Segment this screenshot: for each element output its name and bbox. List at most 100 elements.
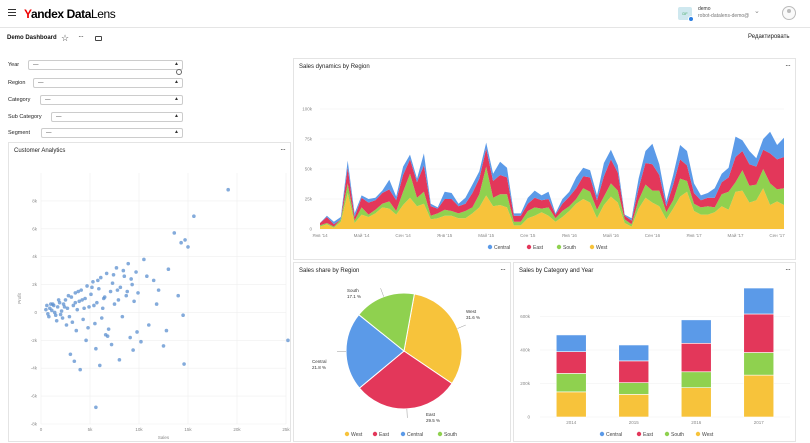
region-select[interactable]: — ▲ bbox=[33, 78, 183, 88]
x-tick-label: Янв '17 bbox=[686, 233, 702, 238]
widget-more-icon[interactable]: ··· bbox=[280, 145, 286, 154]
pie-slice-label: West bbox=[466, 309, 477, 314]
legend-marker bbox=[400, 431, 406, 437]
mouse-cursor-icon bbox=[176, 69, 182, 75]
x-tick-label: 2014 bbox=[566, 420, 577, 425]
widget-more-icon[interactable]: ··· bbox=[785, 265, 791, 274]
bar-segment-west bbox=[743, 374, 775, 418]
scatter-point bbox=[75, 307, 80, 312]
x-tick-label: Май '15 bbox=[478, 232, 494, 238]
bar-segment-south bbox=[618, 382, 650, 395]
area-series-south bbox=[320, 166, 784, 228]
legend-marker bbox=[437, 431, 443, 437]
scatter-point bbox=[181, 313, 185, 318]
scatter-point bbox=[121, 268, 126, 273]
scatter-point bbox=[98, 275, 103, 280]
folder-icon[interactable] bbox=[95, 36, 102, 41]
scatter-point bbox=[226, 187, 230, 192]
scatter-point bbox=[130, 282, 134, 287]
scatter-point bbox=[80, 298, 84, 302]
app-logo[interactable]: Yandex DataLens bbox=[24, 7, 116, 21]
widget-title: Sales share by Region bbox=[299, 268, 360, 274]
scatter-point bbox=[117, 358, 122, 362]
scatter-point bbox=[66, 293, 71, 298]
scatter-point bbox=[116, 298, 121, 302]
pie-slice-percent: 31.6 % bbox=[466, 315, 480, 320]
filter-value: — bbox=[46, 130, 52, 136]
legend-marker bbox=[695, 431, 701, 437]
select-arrow-icon: ▲ bbox=[174, 129, 179, 135]
legend-label: West bbox=[702, 432, 714, 438]
scatter-point bbox=[56, 298, 61, 302]
user-menu[interactable]: DF demo robot-datalens-demo@ ⌄ bbox=[678, 5, 768, 23]
x-tick-label: Янв '16 bbox=[562, 233, 578, 238]
filter-label: Category bbox=[8, 97, 31, 103]
legend-label: South bbox=[563, 245, 576, 251]
scatter-point bbox=[179, 240, 183, 245]
legend-marker bbox=[487, 244, 493, 250]
area-chart: 0 25k 50k 75k 100k Янв '14 Май '14 Сен '14 Янв '… bbox=[302, 107, 785, 252]
widget-title: Customer Analytics bbox=[14, 148, 66, 154]
legend-label: South bbox=[671, 432, 684, 438]
year-select[interactable]: — ▲ bbox=[28, 60, 183, 70]
scatter-point bbox=[83, 296, 87, 301]
scatter-point bbox=[65, 306, 70, 311]
scatter-point bbox=[111, 272, 116, 277]
bar-segment-central bbox=[743, 287, 775, 315]
more-icon[interactable]: ··· bbox=[78, 32, 84, 41]
legend-label: West bbox=[596, 245, 608, 251]
scatter-point bbox=[91, 279, 95, 284]
y-tick-label: 2k bbox=[32, 282, 38, 287]
y-axis-label: Profit bbox=[17, 293, 22, 304]
y-tick-label: 6k bbox=[32, 226, 38, 231]
scatter-point bbox=[115, 288, 120, 292]
filter-value: — bbox=[45, 97, 51, 103]
sub-category-select[interactable]: — ▲ bbox=[51, 112, 183, 122]
sales-dynamics-widget: Sales dynamics by Region ··· 0 25k 50k 75k 1… bbox=[293, 58, 796, 260]
y-tick-label: 100k bbox=[302, 107, 313, 112]
pie-slice-central bbox=[345, 313, 405, 389]
scatter-point bbox=[93, 321, 97, 326]
x-tick-label: 0 bbox=[40, 427, 43, 432]
y-tick-label: 0 bbox=[34, 310, 37, 315]
filter-label: Sub Category bbox=[8, 114, 42, 120]
x-tick-label: 5k bbox=[88, 427, 94, 432]
hamburger-menu-icon[interactable] bbox=[8, 9, 16, 16]
scatter-point bbox=[61, 302, 66, 306]
scatter-point bbox=[94, 405, 98, 410]
segment-select[interactable]: — ▲ bbox=[41, 128, 183, 138]
scatter-point bbox=[108, 289, 113, 294]
edit-button[interactable]: Редактировать bbox=[748, 34, 790, 40]
bar-segment-west bbox=[555, 391, 587, 418]
bar-segment-west bbox=[680, 387, 712, 418]
x-tick-label: Май '16 bbox=[603, 232, 619, 238]
pie-label-connector bbox=[380, 288, 384, 297]
profile-icon[interactable] bbox=[782, 6, 796, 20]
star-icon[interactable]: ☆ bbox=[61, 33, 70, 43]
scatter-point bbox=[60, 316, 65, 320]
scatter-point bbox=[109, 342, 114, 347]
scatter-point bbox=[164, 328, 169, 333]
scatter-point bbox=[77, 299, 82, 304]
y-tick-label: -4k bbox=[31, 366, 38, 371]
select-arrow-icon: ▲ bbox=[174, 96, 179, 102]
scatter-point bbox=[106, 327, 111, 331]
pie-slice-label: South bbox=[347, 288, 359, 293]
chevron-down-icon[interactable]: ⌄ bbox=[754, 8, 760, 15]
x-tick-label: Сен '16 bbox=[645, 233, 661, 238]
scatter-point bbox=[156, 288, 161, 292]
widget-more-icon[interactable]: ··· bbox=[500, 265, 506, 274]
legend-marker bbox=[589, 244, 595, 250]
bar-segment-south bbox=[743, 352, 775, 376]
widget-more-icon[interactable]: ··· bbox=[785, 61, 791, 70]
filter-category: Category — ▲ bbox=[8, 95, 183, 105]
x-axis-label: Sales bbox=[158, 435, 170, 440]
filter-segment: Segment — ▲ bbox=[8, 128, 183, 138]
scatter-point bbox=[136, 291, 140, 295]
x-tick-label: Сен '15 bbox=[520, 233, 536, 238]
legend-marker bbox=[372, 431, 378, 437]
y-tick-label: 400k bbox=[520, 348, 531, 353]
category-select[interactable]: — ▲ bbox=[40, 95, 183, 105]
customer-analytics-widget: Customer Analytics ··· 8k 6k 4k 2k 0 -2k -4k -6… bbox=[8, 142, 291, 442]
